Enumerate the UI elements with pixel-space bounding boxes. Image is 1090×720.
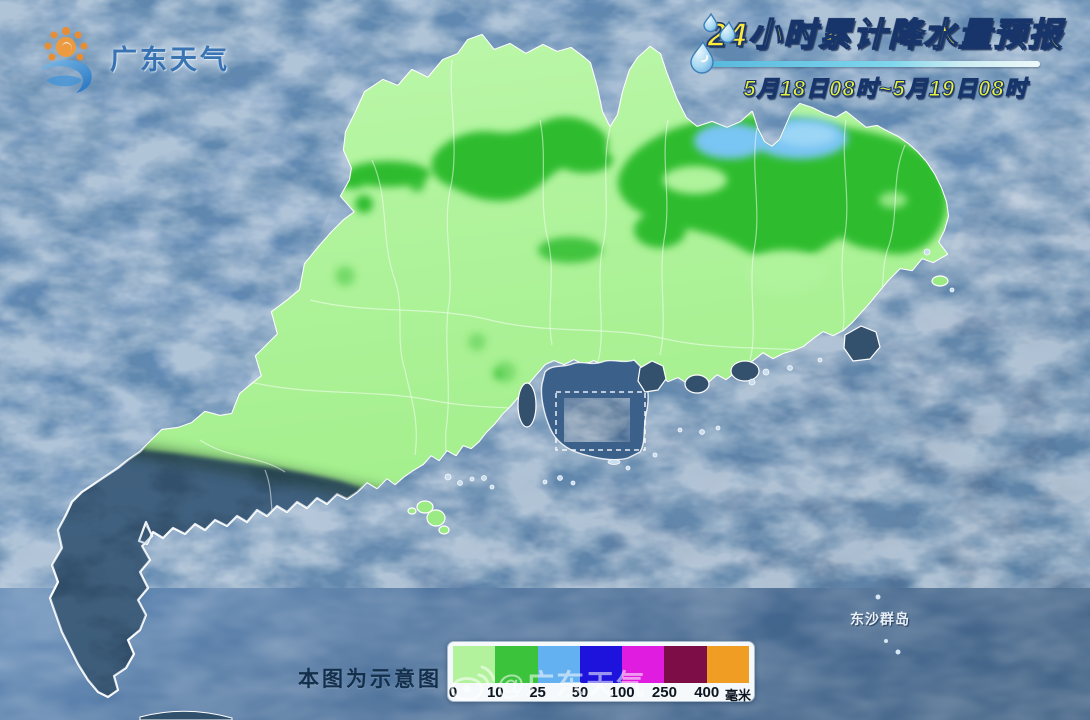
islands — [139, 248, 955, 720]
dongsha-islands — [875, 594, 901, 655]
legend-tick-0: 0 — [448, 684, 458, 701]
page-title: 24小时累计降水量预报 — [707, 15, 1064, 53]
dongsha-islands-label: 东沙群岛 — [850, 611, 910, 627]
hongkong-macau-dashed-box — [555, 391, 646, 451]
logo-text: 广东天气 — [110, 44, 230, 75]
legend-tick-10: 10 — [486, 684, 504, 701]
coastal-headlands — [517, 325, 881, 428]
legend-tick-50: 50 — [571, 684, 589, 701]
legend-cell-2 — [537, 646, 580, 683]
legend-tick-100: 100 — [609, 684, 635, 701]
station-logo: 广东天气 — [26, 16, 230, 98]
schematic-note: 本图为示意图 — [298, 668, 442, 691]
precipitation-legend: 毫米 0 10 25 50 100 250 400 — [447, 641, 755, 703]
legend-cell-5 — [664, 646, 707, 683]
forecast-period: 5月18日08时~5月19日08时 — [743, 75, 1028, 101]
legend-tick-250: 250 — [651, 684, 677, 701]
legend-cell-6 — [706, 646, 749, 683]
raindrop-icons — [690, 12, 736, 74]
legend-cell-4 — [622, 646, 665, 683]
legend-cell-3 — [579, 646, 623, 683]
legend-swatches — [453, 646, 749, 683]
title-divider — [710, 61, 1040, 67]
pearl-river-estuary — [540, 359, 649, 461]
guangdong-weather-logo-icon — [40, 27, 92, 93]
legend-cell-1 — [495, 646, 538, 683]
legend-ticks: 毫米 0 10 25 50 100 250 400 — [449, 683, 751, 703]
legend-unit: 毫米 — [724, 688, 751, 703]
legend-cell-0 — [453, 646, 496, 683]
legend-tick-400: 400 — [694, 684, 720, 701]
legend-tick-25: 25 — [529, 684, 546, 701]
header: 24小时累计降水量预报 5月18日08时~5月19日08时 — [688, 8, 1083, 103]
